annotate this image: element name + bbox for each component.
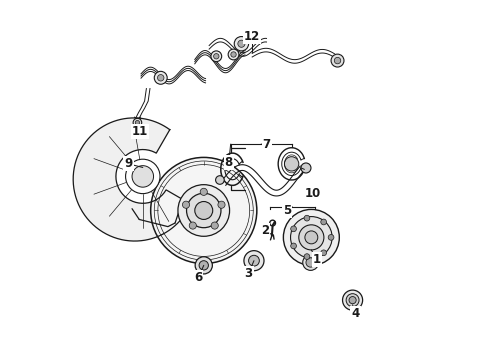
Circle shape — [331, 54, 344, 67]
Circle shape — [291, 226, 296, 232]
Circle shape — [214, 54, 219, 59]
Text: 9: 9 — [124, 157, 133, 170]
Text: 4: 4 — [351, 307, 360, 320]
Circle shape — [231, 52, 236, 57]
Circle shape — [291, 243, 296, 249]
Circle shape — [291, 217, 332, 258]
Circle shape — [321, 219, 326, 225]
Circle shape — [132, 166, 153, 187]
Circle shape — [334, 57, 341, 64]
Circle shape — [151, 157, 257, 264]
Circle shape — [321, 250, 326, 256]
Circle shape — [305, 231, 318, 244]
Circle shape — [283, 210, 339, 265]
Text: 3: 3 — [245, 267, 253, 280]
Text: 12: 12 — [244, 30, 260, 43]
Circle shape — [234, 37, 248, 51]
Circle shape — [199, 261, 208, 270]
Circle shape — [154, 71, 167, 84]
Circle shape — [195, 202, 213, 220]
Circle shape — [301, 163, 311, 173]
Circle shape — [299, 225, 324, 250]
Text: 5: 5 — [283, 204, 292, 217]
Circle shape — [304, 254, 310, 260]
Text: 1: 1 — [313, 253, 321, 266]
Circle shape — [200, 188, 207, 195]
Circle shape — [244, 251, 264, 271]
Circle shape — [306, 258, 315, 267]
Circle shape — [195, 257, 212, 274]
Text: 10: 10 — [305, 187, 321, 200]
Circle shape — [346, 294, 359, 307]
Circle shape — [228, 49, 239, 60]
Circle shape — [187, 193, 221, 228]
Circle shape — [178, 185, 230, 236]
Circle shape — [211, 51, 221, 62]
Text: 2: 2 — [261, 224, 269, 238]
Text: 11: 11 — [132, 125, 148, 138]
Circle shape — [248, 255, 259, 266]
Text: 6: 6 — [194, 271, 202, 284]
Circle shape — [328, 234, 334, 240]
Polygon shape — [73, 118, 191, 241]
Circle shape — [125, 159, 160, 194]
Circle shape — [135, 121, 140, 125]
Circle shape — [216, 176, 224, 184]
Circle shape — [304, 215, 310, 221]
Circle shape — [211, 222, 219, 229]
Circle shape — [303, 255, 318, 270]
Text: 8: 8 — [225, 156, 233, 168]
Circle shape — [182, 201, 190, 208]
Circle shape — [285, 157, 299, 171]
Circle shape — [218, 201, 225, 208]
Circle shape — [189, 222, 196, 229]
Circle shape — [343, 290, 363, 310]
Circle shape — [157, 75, 164, 81]
Circle shape — [133, 118, 142, 127]
Circle shape — [349, 297, 356, 304]
Circle shape — [238, 40, 245, 47]
Text: 7: 7 — [263, 138, 270, 151]
